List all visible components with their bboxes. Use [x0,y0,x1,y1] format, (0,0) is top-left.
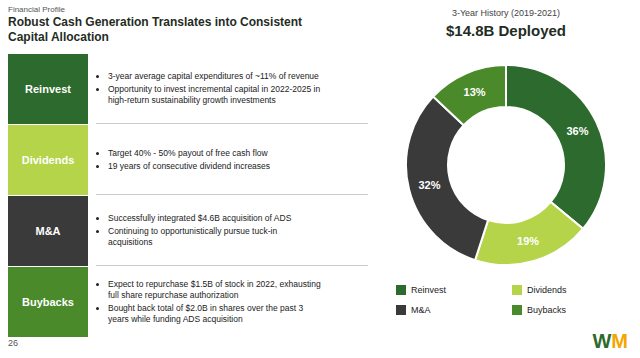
chart-panel: 3-Year History (2019-2021) $14.8B Deploye… [372,0,640,358]
legend-entry: Buybacks [527,305,567,315]
bullet-list: Expect to repurchase $1.5B of stock in 2… [96,277,368,327]
row-bullets: 3-year average capital expenditures of ~… [96,54,368,124]
row-bullets: Expect to repurchase $1.5B of stock in 2… [96,267,368,336]
data-label: 13% [464,86,486,98]
slice [506,65,606,229]
title: $14.8B Deployed [446,22,566,39]
legend-swatch [512,285,522,295]
row-label-box: Buybacks [8,267,88,337]
bullet: Continuing to opportunistically pursue t… [108,226,368,248]
row-label-box: M&A [8,196,88,266]
logo: WM [592,330,628,352]
bullet: Successfully integrated $4.6B acquisitio… [108,213,368,224]
logo-letter: M [611,330,628,352]
legend-entry: Reinvest [411,285,447,295]
bullet-list: Target 40% - 50% payout of free cash flo… [96,146,368,174]
legend-entry: M&A [411,305,431,315]
bullet: 3-year average capital expenditures of ~… [108,71,368,82]
slices [406,65,606,265]
legend-swatch [396,305,406,315]
data-label: 19% [517,235,539,247]
data-label: 32% [418,179,440,191]
table-row: Buybacks Expect to repurchase $1.5B of st… [8,267,370,337]
row-label: Reinvest [25,83,71,95]
legend-swatch [396,285,406,295]
data-label: 36% [566,125,588,137]
page-number: 26 [8,338,18,348]
legend-swatch [512,305,522,315]
row-label-box: Dividends [8,125,88,195]
bullet: Opportunity to invest incremental capita… [108,84,368,106]
row-bullets: Target 40% - 50% payout of free cash flo… [96,125,368,195]
slice [475,202,583,265]
table-row: Reinvest 3-year average capital expenditu… [8,54,370,124]
bullet-list: 3-year average capital expenditures of ~… [96,69,368,108]
row-label: Dividends [22,154,75,166]
row-label: M&A [35,225,60,237]
slice [433,65,506,125]
row-bullets: Successfully integrated $4.6B acquisitio… [96,196,368,266]
table-panel: Financial ProfileRobust Cash Generation … [8,4,370,358]
bullet-list: Successfully integrated $4.6B acquisitio… [96,211,368,250]
logo-letter: W [592,330,611,352]
slice [406,97,488,261]
legend-entry: Dividends [527,285,567,295]
table-row: Dividends Target 40% - 50% payout of free… [8,125,370,195]
bullet: Target 40% - 50% payout of free cash flo… [108,148,368,159]
bullet: Expect to repurchase $1.5B of stock in 2… [108,279,368,301]
data-labels: 36% 19% 32% 13% [418,86,588,246]
bullet: Bought back total of $2.0B in shares ove… [108,303,368,325]
row-label-box: Reinvest [8,54,88,124]
subtitle: 3-Year History (2019-2021) [452,8,560,18]
header: Financial Profile [8,4,370,15]
title-line: Capital Allocation [8,30,370,45]
bullet: 19 years of consecutive dividend increas… [108,161,368,172]
title-line: Robust Cash Generation Translates into C… [8,15,370,30]
table-row: M&A Successfully integrated $4.6B acquisi… [8,196,370,266]
row-label: Buybacks [22,296,74,308]
legend: Reinvest Dividends M&A Buybacks [396,285,567,315]
